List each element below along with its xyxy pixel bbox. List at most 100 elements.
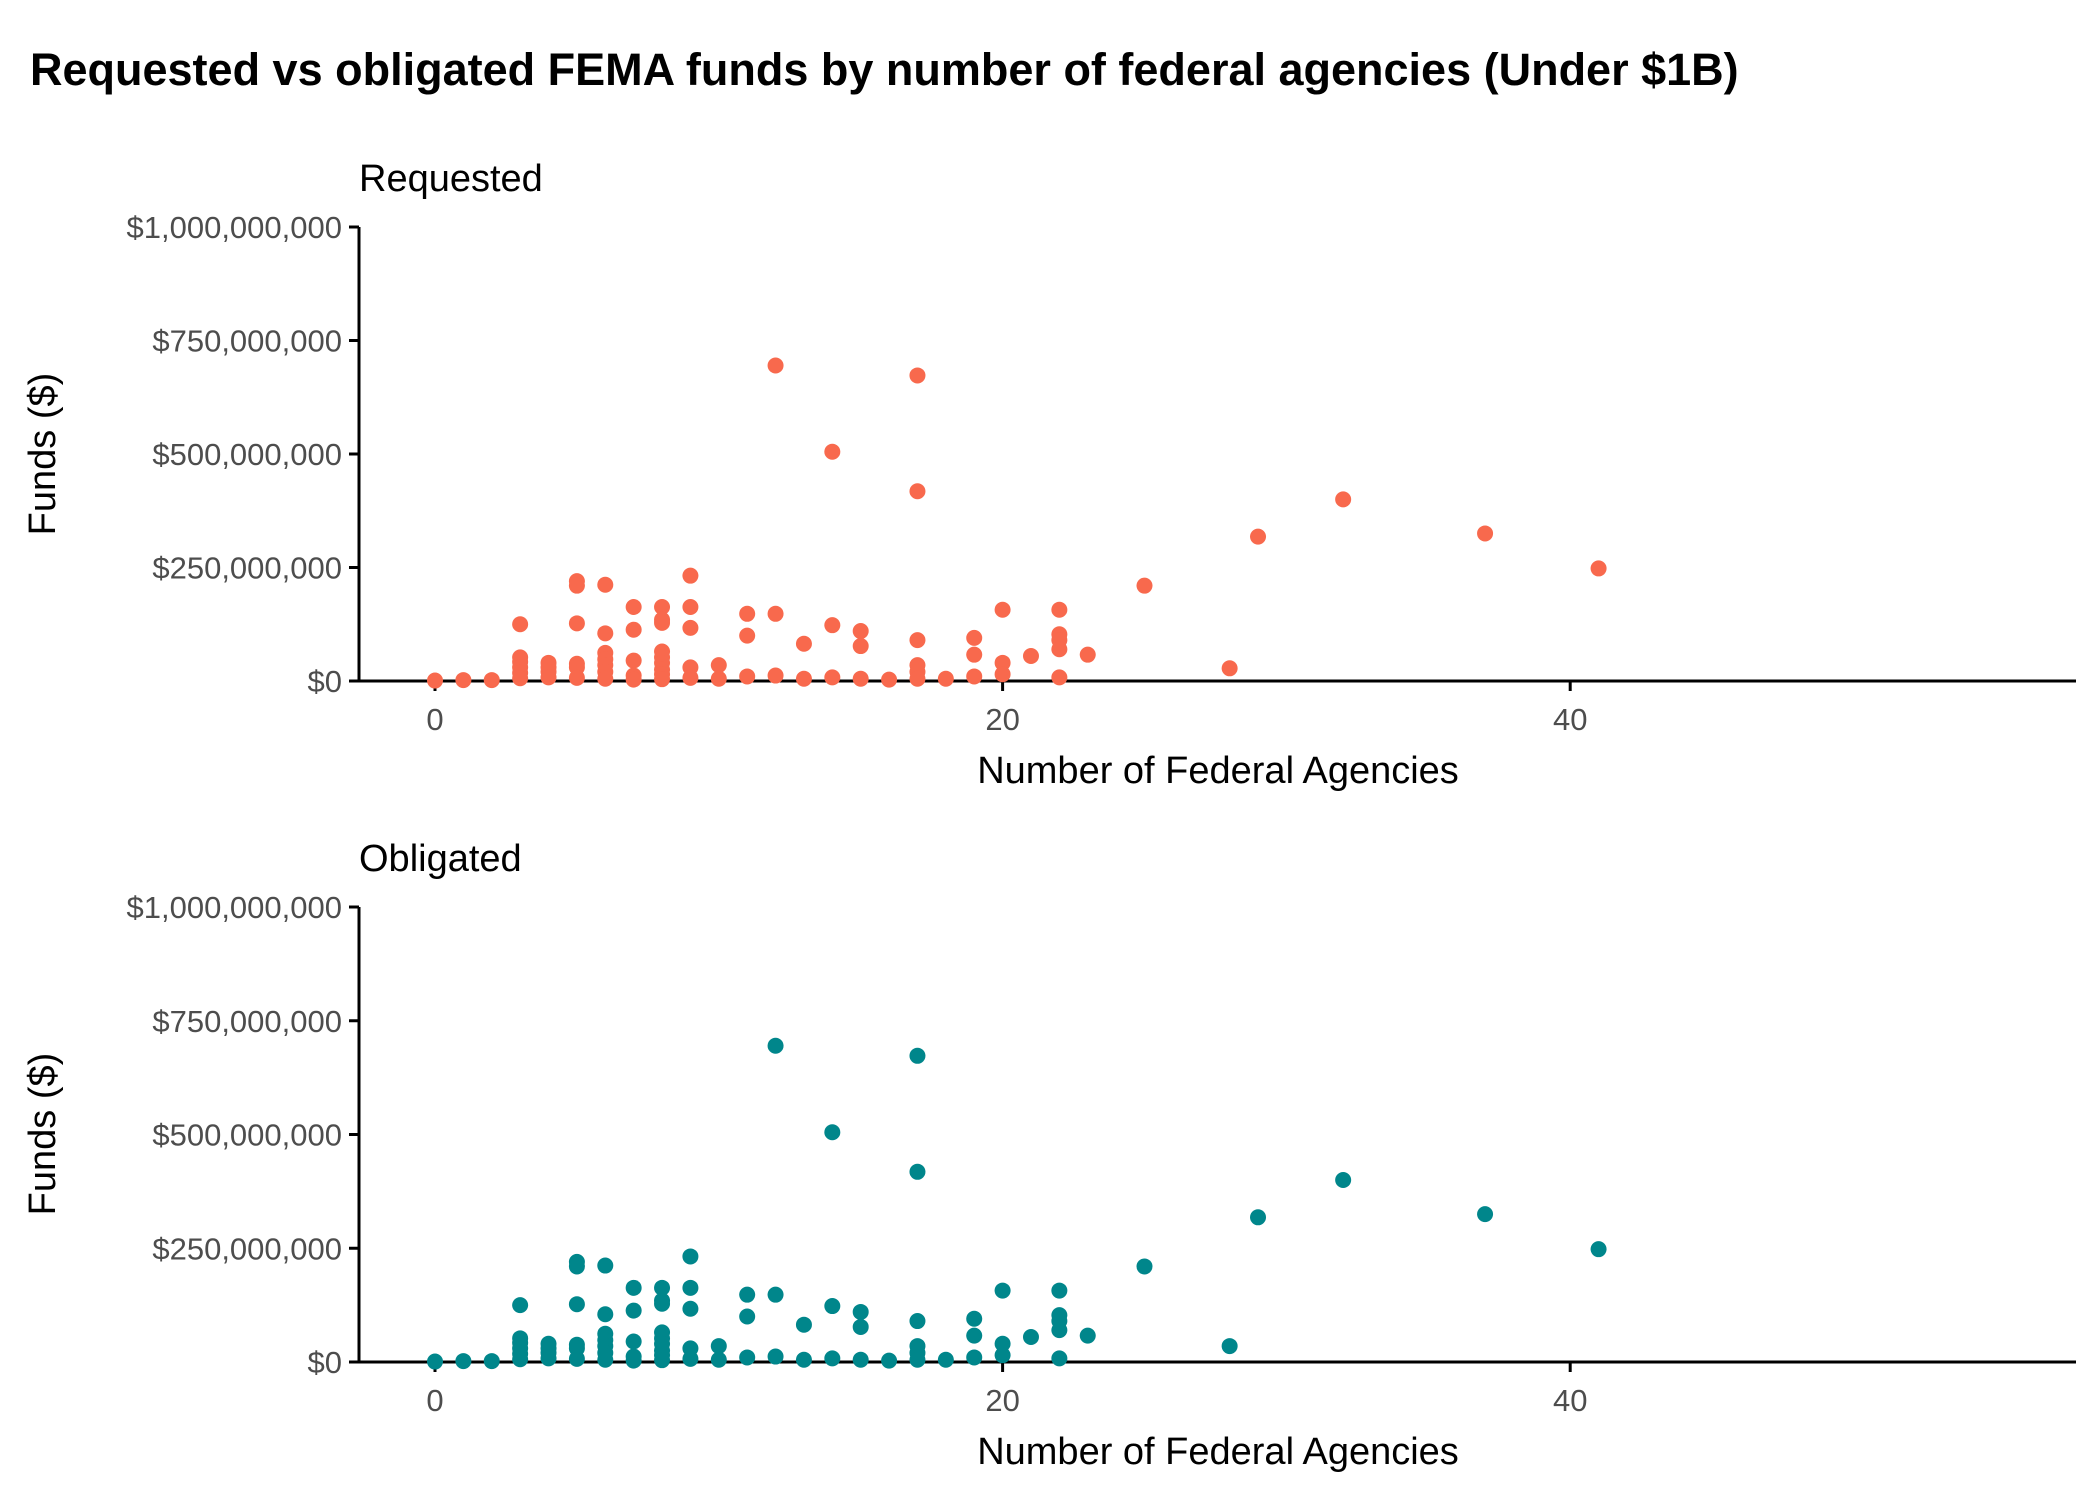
point-obligated — [909, 1047, 926, 1064]
point-requested — [994, 654, 1011, 671]
point-requested — [682, 619, 699, 636]
x-tick-label: 40 — [1553, 1383, 1587, 1418]
point-obligated — [795, 1351, 812, 1368]
point-requested — [824, 669, 841, 686]
point-obligated — [966, 1310, 983, 1327]
chart-title: Requested vs obligated FEMA funds by num… — [30, 44, 1739, 95]
point-obligated — [909, 1313, 926, 1330]
point-obligated — [654, 1295, 671, 1312]
point-requested — [682, 669, 699, 686]
point-requested — [654, 598, 671, 615]
point-requested — [625, 621, 642, 638]
point-obligated — [767, 1348, 784, 1365]
panel-title-requested: Requested — [359, 158, 543, 200]
point-requested — [654, 671, 671, 688]
point-requested — [568, 577, 585, 594]
point-obligated — [966, 1349, 983, 1366]
point-requested — [710, 657, 727, 674]
point-requested — [568, 615, 585, 632]
point-obligated — [710, 1351, 727, 1368]
point-requested — [852, 638, 869, 655]
point-requested — [512, 670, 529, 687]
y-ticks-requested: $0 $250,000,000 $500,000,000 $750,000,000 $1… — [127, 210, 359, 699]
point-requested — [824, 443, 841, 460]
point-requested — [597, 576, 614, 593]
point-obligated — [540, 1350, 557, 1367]
point-requested — [966, 646, 983, 663]
point-requested — [881, 671, 898, 688]
point-requested — [1477, 525, 1494, 542]
point-requested — [824, 617, 841, 634]
point-obligated — [1022, 1328, 1039, 1345]
point-requested — [1221, 660, 1238, 677]
point-requested — [597, 625, 614, 642]
point-obligated — [682, 1300, 699, 1317]
x-ticks-obligated: 0 20 40 — [426, 1362, 1587, 1418]
point-obligated — [909, 1351, 926, 1368]
point-obligated — [597, 1306, 614, 1323]
x-tick-label: 0 — [426, 1383, 443, 1418]
point-requested — [909, 670, 926, 687]
point-obligated — [739, 1349, 756, 1366]
point-requested — [852, 670, 869, 687]
point-requested — [625, 598, 642, 615]
point-obligated — [1051, 1350, 1068, 1367]
point-obligated — [966, 1327, 983, 1344]
point-requested — [597, 670, 614, 687]
point-requested — [795, 635, 812, 652]
point-obligated — [994, 1335, 1011, 1352]
point-obligated — [994, 1282, 1011, 1299]
point-requested — [966, 629, 983, 646]
point-obligated — [427, 1353, 443, 1370]
point-requested — [483, 672, 500, 689]
point-requested — [909, 367, 926, 384]
x-axis-title-requested: Number of Federal Agencies — [977, 750, 1459, 792]
point-obligated — [682, 1279, 699, 1296]
x-tick-label: 20 — [985, 1383, 1019, 1418]
point-requested — [767, 357, 784, 374]
point-requested — [937, 670, 954, 687]
panel-title-obligated: Obligated — [359, 838, 522, 880]
point-requested — [909, 632, 926, 649]
panel-requested: Requested $0 $250,000,000 $500,000,000 $750… — [22, 158, 2076, 792]
point-obligated — [625, 1279, 642, 1296]
point-obligated — [1221, 1338, 1238, 1355]
x-tick-label: 0 — [426, 702, 443, 737]
point-obligated — [852, 1303, 869, 1320]
point-requested — [1335, 491, 1352, 508]
point-requested — [1590, 560, 1607, 577]
point-requested — [739, 627, 756, 644]
point-requested — [767, 667, 784, 684]
point-obligated — [739, 1308, 756, 1325]
point-requested — [739, 668, 756, 685]
point-requested — [1250, 528, 1267, 545]
point-obligated — [824, 1298, 841, 1315]
y-tick-label: $0 — [308, 1345, 342, 1380]
point-requested — [682, 567, 699, 584]
point-requested — [1051, 601, 1068, 618]
point-obligated — [937, 1351, 954, 1368]
y-tick-label: $1,000,000,000 — [127, 890, 343, 925]
x-ticks-requested: 0 20 40 — [426, 681, 1587, 737]
point-obligated — [767, 1286, 784, 1303]
point-obligated — [909, 1163, 926, 1180]
point-obligated — [625, 1302, 642, 1319]
point-obligated — [568, 1350, 585, 1367]
point-requested — [1079, 646, 1096, 663]
point-obligated — [739, 1286, 756, 1303]
y-tick-label: $750,000,000 — [152, 1004, 342, 1039]
point-obligated — [994, 1347, 1011, 1364]
point-requested — [1051, 641, 1068, 658]
point-requested — [795, 670, 812, 687]
point-requested — [682, 598, 699, 615]
point-requested — [852, 623, 869, 640]
point-obligated — [852, 1351, 869, 1368]
panel-obligated: Obligated $0 $250,000,000 $500,000,000 $750… — [22, 838, 2076, 1473]
point-obligated — [710, 1338, 727, 1355]
point-obligated — [795, 1316, 812, 1333]
point-requested — [767, 605, 784, 622]
point-obligated — [455, 1353, 472, 1370]
point-obligated — [682, 1248, 699, 1265]
x-tick-label: 40 — [1553, 702, 1587, 737]
